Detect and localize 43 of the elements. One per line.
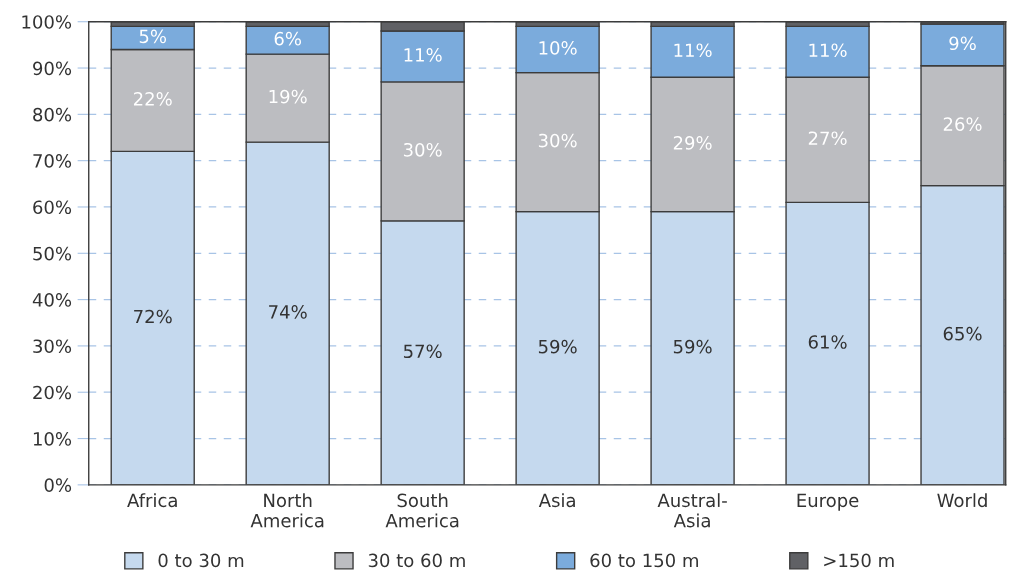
y-tick-label: 20%: [33, 385, 72, 400]
data-label: 29%: [673, 136, 712, 150]
y-tick-label: 60%: [33, 200, 72, 215]
data-label: 65%: [943, 326, 982, 341]
y-tick-label: 70%: [33, 154, 72, 168]
legend-label: 30 to 60 m: [368, 553, 465, 568]
data-label: 26%: [943, 117, 982, 131]
data-label: 10%: [539, 41, 577, 55]
legend-label: 60 to 150 m: [590, 553, 698, 568]
x-tick-label: Africa: [127, 493, 177, 508]
data-label: 61%: [808, 335, 847, 349]
data-label: 30%: [403, 142, 442, 157]
y-tick-label: 80%: [33, 107, 72, 122]
data-label: 72%: [134, 309, 172, 324]
y-tick-label: 50%: [33, 246, 72, 261]
y-tick-label: 10%: [33, 432, 72, 446]
data-label: 9%: [949, 36, 976, 51]
data-label: 11%: [674, 43, 712, 58]
y-tick-label: 100%: [22, 15, 72, 29]
data-label: 11%: [404, 48, 442, 62]
data-label: 5%: [139, 29, 167, 44]
data-label: 27%: [808, 131, 847, 146]
data-label: 22%: [133, 92, 172, 106]
data-label: 59%: [673, 339, 712, 354]
y-tick-label: 0%: [44, 478, 72, 492]
legend-label: 0 to 30 m: [158, 553, 244, 568]
x-tick-label: North America: [250, 493, 324, 528]
data-label: 11%: [809, 43, 847, 58]
data-label: 19%: [269, 89, 307, 104]
data-label: 74%: [269, 305, 307, 319]
y-tick-label: 30%: [33, 339, 72, 354]
y-tick-label: 90%: [33, 61, 72, 76]
x-tick-label: Europe: [797, 493, 859, 511]
x-tick-label: Asia: [538, 493, 575, 508]
data-label: 6%: [274, 31, 302, 46]
legend-label: >150 m: [824, 553, 894, 568]
data-label: 59%: [538, 339, 577, 354]
x-tick-label: Austral- Asia: [657, 493, 727, 528]
x-tick-label: South America: [385, 493, 459, 528]
x-tick-label: World: [937, 493, 987, 508]
data-label: 30%: [538, 133, 577, 148]
y-tick-label: 40%: [32, 293, 72, 307]
data-label: 57%: [403, 344, 442, 359]
